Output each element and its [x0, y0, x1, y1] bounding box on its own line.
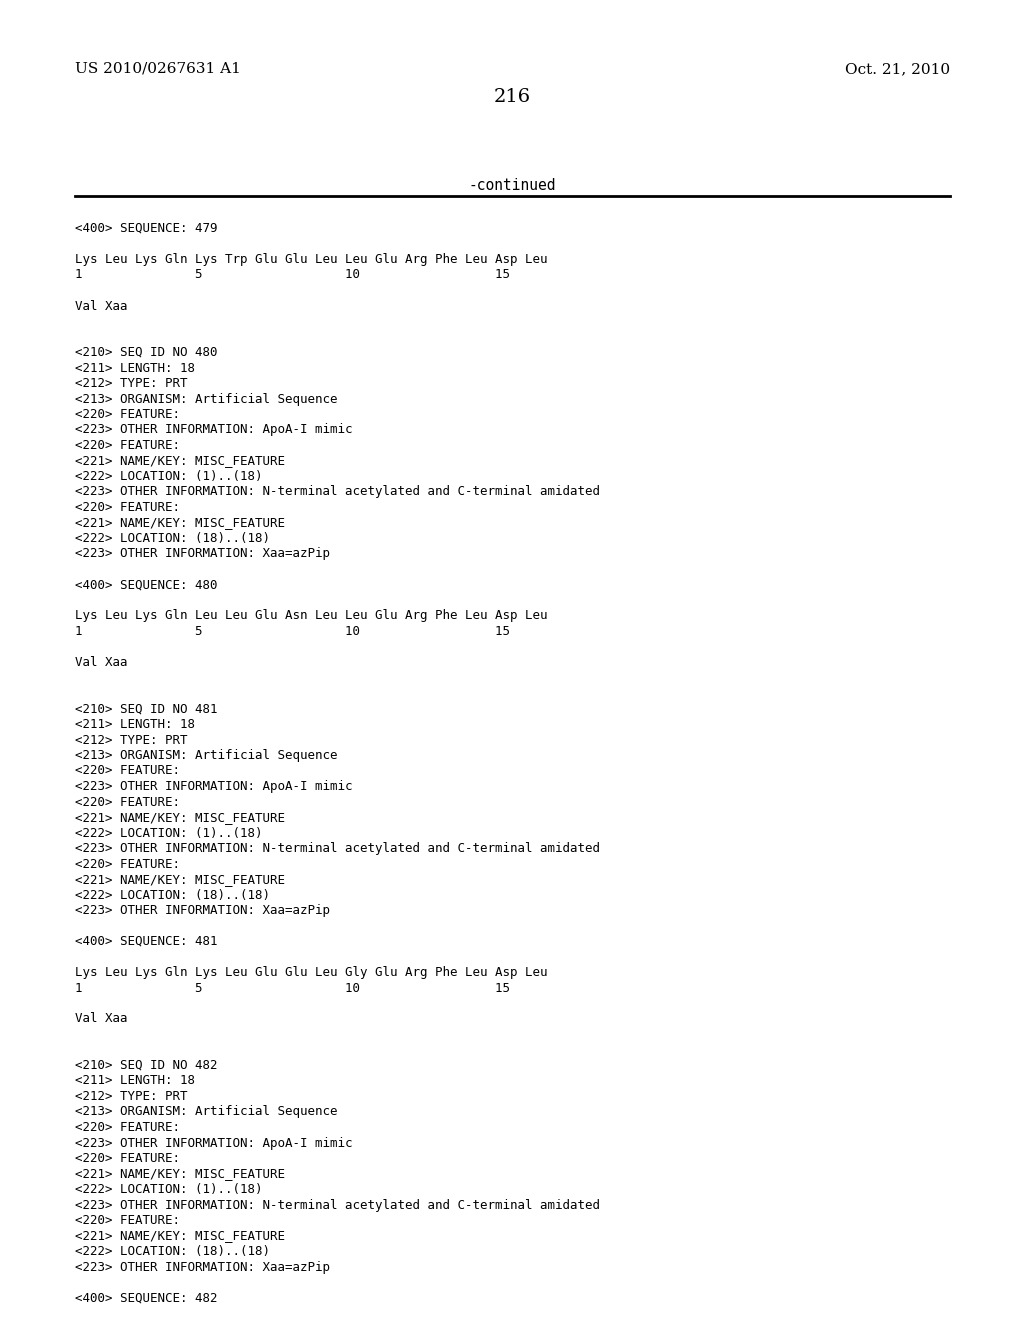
Text: 1               5                   10                  15: 1 5 10 15: [75, 624, 510, 638]
Text: <222> LOCATION: (18)..(18): <222> LOCATION: (18)..(18): [75, 1245, 270, 1258]
Text: Val Xaa: Val Xaa: [75, 300, 128, 313]
Text: <220> FEATURE:: <220> FEATURE:: [75, 408, 180, 421]
Text: <221> NAME/KEY: MISC_FEATURE: <221> NAME/KEY: MISC_FEATURE: [75, 1229, 285, 1242]
Text: <220> FEATURE:: <220> FEATURE:: [75, 1152, 180, 1166]
Text: <221> NAME/KEY: MISC_FEATURE: <221> NAME/KEY: MISC_FEATURE: [75, 454, 285, 467]
Text: <223> OTHER INFORMATION: N-terminal acetylated and C-terminal amidated: <223> OTHER INFORMATION: N-terminal acet…: [75, 486, 600, 499]
Text: <212> TYPE: PRT: <212> TYPE: PRT: [75, 734, 187, 747]
Text: <212> TYPE: PRT: <212> TYPE: PRT: [75, 378, 187, 389]
Text: <220> FEATURE:: <220> FEATURE:: [75, 1214, 180, 1228]
Text: <210> SEQ ID NO 480: <210> SEQ ID NO 480: [75, 346, 217, 359]
Text: <400> SEQUENCE: 479: <400> SEQUENCE: 479: [75, 222, 217, 235]
Text: 1               5                   10                  15: 1 5 10 15: [75, 982, 510, 994]
Text: <222> LOCATION: (18)..(18): <222> LOCATION: (18)..(18): [75, 888, 270, 902]
Text: <222> LOCATION: (1)..(18): <222> LOCATION: (1)..(18): [75, 1183, 262, 1196]
Text: <223> OTHER INFORMATION: ApoA-I mimic: <223> OTHER INFORMATION: ApoA-I mimic: [75, 780, 352, 793]
Text: Val Xaa: Val Xaa: [75, 1012, 128, 1026]
Text: <221> NAME/KEY: MISC_FEATURE: <221> NAME/KEY: MISC_FEATURE: [75, 516, 285, 529]
Text: <220> FEATURE:: <220> FEATURE:: [75, 764, 180, 777]
Text: <211> LENGTH: 18: <211> LENGTH: 18: [75, 718, 195, 731]
Text: <220> FEATURE:: <220> FEATURE:: [75, 1121, 180, 1134]
Text: <222> LOCATION: (1)..(18): <222> LOCATION: (1)..(18): [75, 826, 262, 840]
Text: <220> FEATURE:: <220> FEATURE:: [75, 796, 180, 808]
Text: Lys Leu Lys Gln Lys Trp Glu Glu Leu Leu Glu Arg Phe Leu Asp Leu: Lys Leu Lys Gln Lys Trp Glu Glu Leu Leu …: [75, 253, 548, 267]
Text: -continued: -continued: [468, 178, 556, 193]
Text: <212> TYPE: PRT: <212> TYPE: PRT: [75, 1090, 187, 1104]
Text: <221> NAME/KEY: MISC_FEATURE: <221> NAME/KEY: MISC_FEATURE: [75, 810, 285, 824]
Text: <221> NAME/KEY: MISC_FEATURE: <221> NAME/KEY: MISC_FEATURE: [75, 1167, 285, 1180]
Text: <223> OTHER INFORMATION: ApoA-I mimic: <223> OTHER INFORMATION: ApoA-I mimic: [75, 1137, 352, 1150]
Text: <220> FEATURE:: <220> FEATURE:: [75, 858, 180, 870]
Text: <223> OTHER INFORMATION: Xaa=azPip: <223> OTHER INFORMATION: Xaa=azPip: [75, 904, 330, 917]
Text: Val Xaa: Val Xaa: [75, 656, 128, 669]
Text: Lys Leu Lys Gln Lys Leu Glu Glu Leu Gly Glu Arg Phe Leu Asp Leu: Lys Leu Lys Gln Lys Leu Glu Glu Leu Gly …: [75, 966, 548, 979]
Text: <223> OTHER INFORMATION: Xaa=azPip: <223> OTHER INFORMATION: Xaa=azPip: [75, 1261, 330, 1274]
Text: <211> LENGTH: 18: <211> LENGTH: 18: [75, 1074, 195, 1088]
Text: <223> OTHER INFORMATION: N-terminal acetylated and C-terminal amidated: <223> OTHER INFORMATION: N-terminal acet…: [75, 842, 600, 855]
Text: <223> OTHER INFORMATION: Xaa=azPip: <223> OTHER INFORMATION: Xaa=azPip: [75, 548, 330, 561]
Text: <220> FEATURE:: <220> FEATURE:: [75, 502, 180, 513]
Text: Oct. 21, 2010: Oct. 21, 2010: [845, 62, 950, 77]
Text: <213> ORGANISM: Artificial Sequence: <213> ORGANISM: Artificial Sequence: [75, 1106, 338, 1118]
Text: <222> LOCATION: (18)..(18): <222> LOCATION: (18)..(18): [75, 532, 270, 545]
Text: <210> SEQ ID NO 482: <210> SEQ ID NO 482: [75, 1059, 217, 1072]
Text: 216: 216: [494, 88, 530, 106]
Text: <223> OTHER INFORMATION: N-terminal acetylated and C-terminal amidated: <223> OTHER INFORMATION: N-terminal acet…: [75, 1199, 600, 1212]
Text: US 2010/0267631 A1: US 2010/0267631 A1: [75, 62, 241, 77]
Text: 1               5                   10                  15: 1 5 10 15: [75, 268, 510, 281]
Text: <211> LENGTH: 18: <211> LENGTH: 18: [75, 362, 195, 375]
Text: <400> SEQUENCE: 481: <400> SEQUENCE: 481: [75, 935, 217, 948]
Text: <213> ORGANISM: Artificial Sequence: <213> ORGANISM: Artificial Sequence: [75, 392, 338, 405]
Text: <221> NAME/KEY: MISC_FEATURE: <221> NAME/KEY: MISC_FEATURE: [75, 873, 285, 886]
Text: <222> LOCATION: (1)..(18): <222> LOCATION: (1)..(18): [75, 470, 262, 483]
Text: <210> SEQ ID NO 481: <210> SEQ ID NO 481: [75, 702, 217, 715]
Text: <400> SEQUENCE: 480: <400> SEQUENCE: 480: [75, 578, 217, 591]
Text: <213> ORGANISM: Artificial Sequence: <213> ORGANISM: Artificial Sequence: [75, 748, 338, 762]
Text: <400> SEQUENCE: 482: <400> SEQUENCE: 482: [75, 1291, 217, 1304]
Text: <220> FEATURE:: <220> FEATURE:: [75, 440, 180, 451]
Text: Lys Leu Lys Gln Leu Leu Glu Asn Leu Leu Glu Arg Phe Leu Asp Leu: Lys Leu Lys Gln Leu Leu Glu Asn Leu Leu …: [75, 610, 548, 623]
Text: <223> OTHER INFORMATION: ApoA-I mimic: <223> OTHER INFORMATION: ApoA-I mimic: [75, 424, 352, 437]
